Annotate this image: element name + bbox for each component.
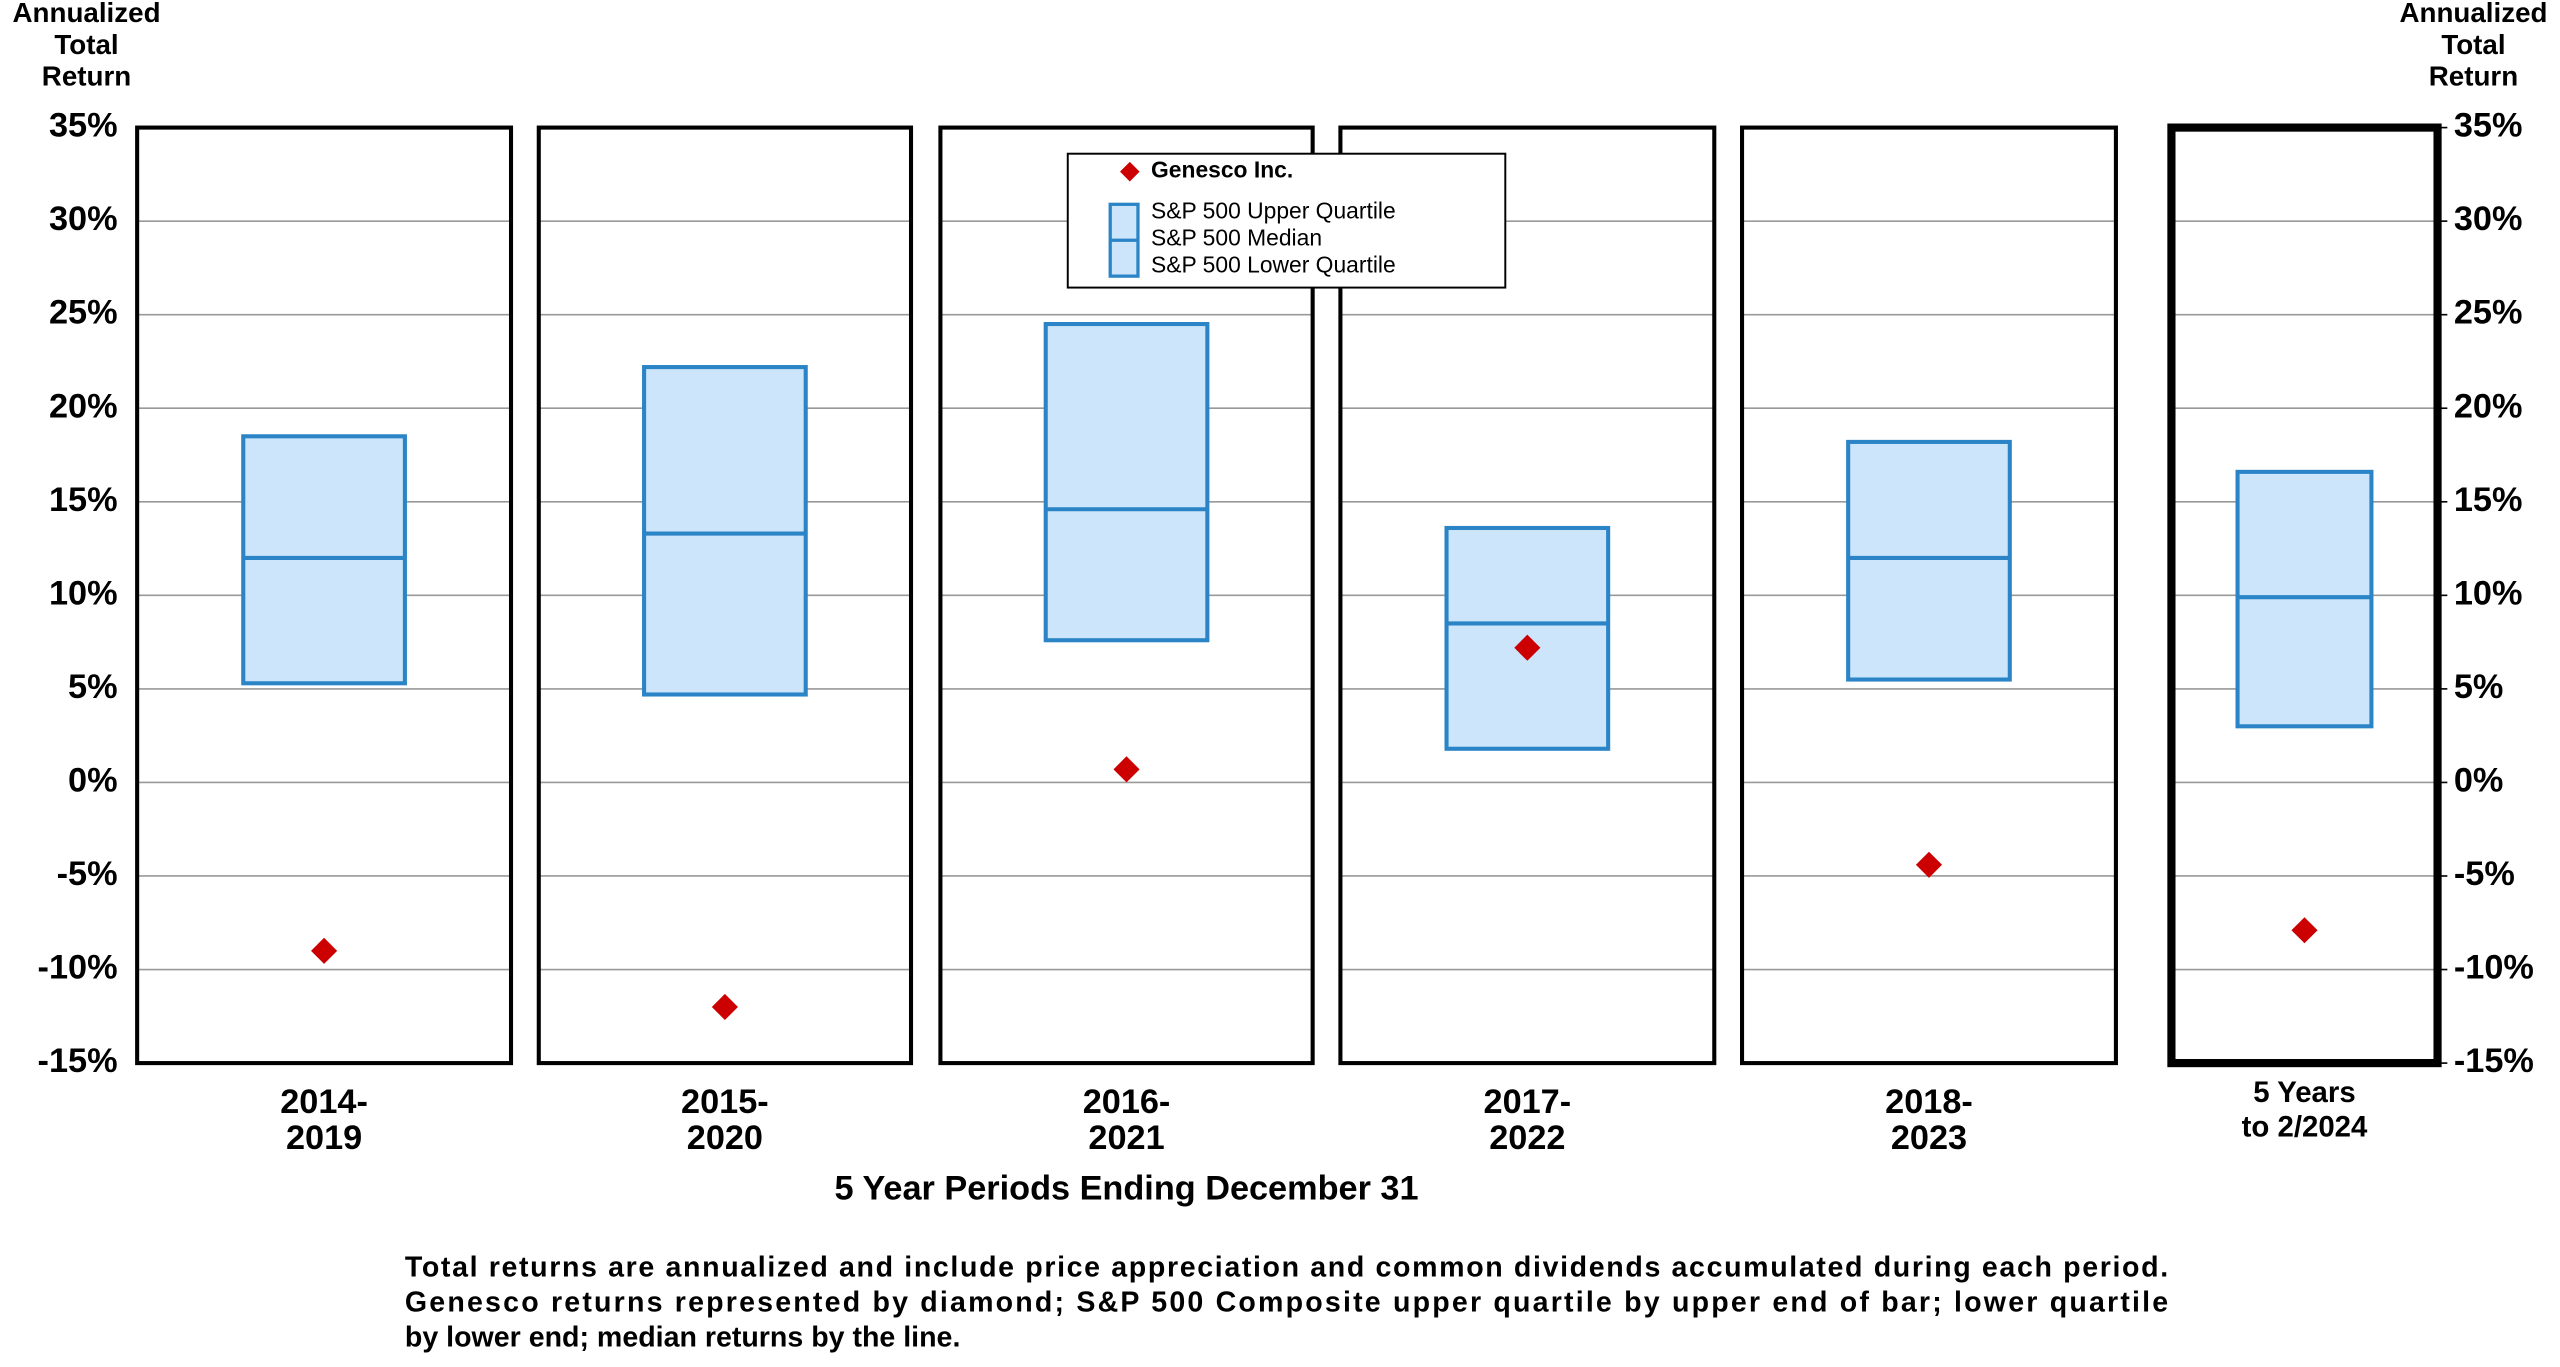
- panel-frame: [135, 125, 514, 1066]
- diamond: [1915, 851, 1943, 878]
- legend-label: S&P 500 Upper Quartile: [1151, 198, 1396, 224]
- y2-tick-label: -15%: [2454, 1042, 2534, 1080]
- footnote: Total returns are annualized and include…: [405, 1251, 2168, 1283]
- x-tick-label: 5 Years to 2/2024: [2242, 1076, 2368, 1143]
- diamond: [2291, 917, 2318, 944]
- y-tick-label: 35%: [49, 107, 118, 145]
- x-tick-label: 2014-2019: [280, 1083, 368, 1157]
- panel-frame: [2167, 123, 2442, 1068]
- x-tick-label: 2016-2021: [1083, 1083, 1171, 1157]
- y-tick-label: -15%: [38, 1042, 118, 1080]
- y2-tick-label: 15%: [2454, 481, 2523, 519]
- text-line: Total: [2441, 29, 2505, 60]
- y2-tick-label: 5%: [2454, 668, 2504, 706]
- y-tick-label: 10%: [49, 574, 118, 612]
- diamond: [311, 937, 338, 964]
- legend-label: S&P 500 Lower Quartile: [1151, 251, 1396, 277]
- y2-tick-label: 10%: [2454, 574, 2523, 612]
- y-tick-label: 25%: [49, 294, 118, 332]
- legend-label: S&P 500 Median: [1151, 224, 1322, 250]
- x-tick-label: 2017-2022: [1484, 1083, 1572, 1157]
- text-line: Return: [42, 61, 131, 92]
- text-line: 2018-: [1885, 1083, 1973, 1121]
- text-line: 2016-: [1083, 1083, 1171, 1121]
- panel-frame: [1338, 125, 1717, 1066]
- quartile-box: [1846, 439, 2012, 682]
- diamond: [1113, 756, 1140, 783]
- y-tick-label: -10%: [38, 949, 118, 987]
- text-line: 2023: [1891, 1119, 1967, 1157]
- text-line: 2014-: [280, 1083, 368, 1121]
- text-line: 2019: [286, 1119, 362, 1157]
- text-line: Annualized: [13, 0, 161, 28]
- y2-tick-label: 30%: [2454, 200, 2523, 238]
- legend-frame: [1066, 152, 1507, 289]
- quartile-box: [1043, 321, 1210, 643]
- y-tick-label: -5%: [57, 855, 118, 893]
- text-line: 2021: [1088, 1119, 1164, 1157]
- y2-tick-label: -5%: [2454, 855, 2515, 893]
- y2-tick-label: 0%: [2454, 762, 2504, 800]
- legend-label: Genesco Inc.: [1151, 157, 1293, 183]
- diamond: [1120, 161, 1140, 182]
- y2-tick-label: -10%: [2454, 949, 2534, 987]
- quartile-box: [642, 365, 808, 697]
- x-tick-label: 2018-2023: [1885, 1083, 1973, 1157]
- y2-axis-label: Annualized Total Return: [2399, 0, 2547, 92]
- y-tick-label: 5%: [68, 668, 118, 706]
- y-tick-label: 0%: [68, 762, 118, 800]
- text-line: 5 Years: [2253, 1076, 2355, 1109]
- text-line: Annualized: [2399, 0, 2547, 28]
- y-tick-label: 30%: [49, 200, 118, 238]
- x-axis-label: 5 Year Periods Ending December 31: [834, 1170, 1418, 1208]
- text-line: Total: [54, 29, 118, 60]
- text-line: to 2/2024: [2242, 1110, 2368, 1143]
- panel-frame: [536, 125, 914, 1066]
- y-tick-label: 15%: [49, 481, 118, 519]
- text-line: 2017-: [1484, 1083, 1572, 1121]
- text-line: 2022: [1489, 1119, 1565, 1157]
- x-tick-label: 2015-2020: [681, 1083, 769, 1157]
- footnote: Genesco returns represented by diamond; …: [405, 1286, 2168, 1318]
- y2-tick-label: 20%: [2454, 387, 2523, 425]
- text-line: Return: [2429, 61, 2518, 92]
- y2-tick-label: 25%: [2454, 294, 2523, 332]
- y-axis-label: Annualized Total Return: [13, 0, 161, 92]
- y-tick-label: 20%: [49, 387, 118, 425]
- panel-frame: [1740, 125, 2118, 1066]
- text-line: 2020: [687, 1119, 763, 1157]
- y2-tick-label: 35%: [2454, 107, 2523, 145]
- text-line: 2015-: [681, 1083, 769, 1121]
- footnote: by lower end; median returns by the line…: [405, 1322, 960, 1354]
- diamond: [711, 993, 738, 1021]
- panel-frame: [938, 125, 1315, 1066]
